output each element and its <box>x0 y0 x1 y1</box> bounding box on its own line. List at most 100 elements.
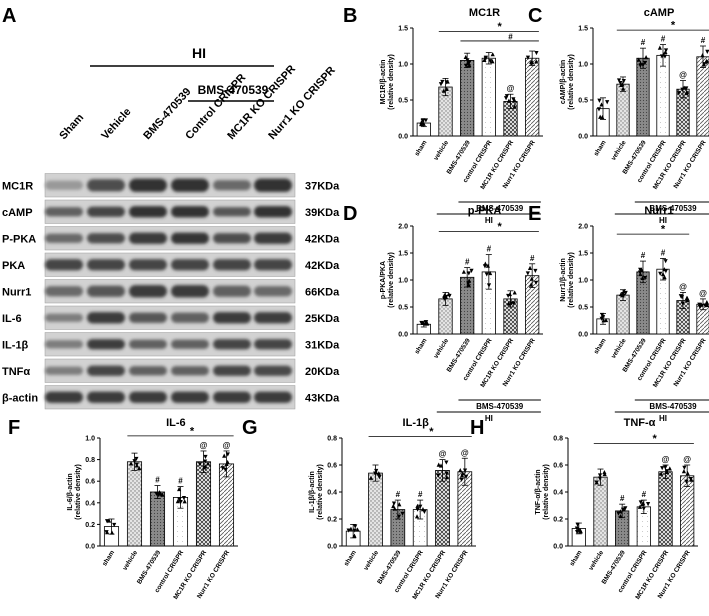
y-tick-label: 1.5 <box>398 251 408 258</box>
y-axis-label-line: (relative density) <box>568 252 575 308</box>
blot-band <box>254 232 292 244</box>
blot-band <box>87 339 125 350</box>
y-tick-label: 0.5 <box>578 305 588 312</box>
data-point <box>444 471 449 476</box>
data-point <box>177 486 182 492</box>
blot-row-0: MC1R 37KDa <box>2 173 340 198</box>
category-label: sham <box>414 337 429 355</box>
data-point <box>462 468 468 473</box>
bms-bracket-label: BMS-470539 <box>649 204 697 213</box>
blot-band <box>171 285 209 298</box>
data-point <box>104 530 109 535</box>
y-axis-label: p-PKA/PKA(relative density) <box>380 252 395 308</box>
data-point <box>664 469 670 474</box>
y-tick-label: 0.4 <box>327 490 337 497</box>
y-tick-label: 0.0 <box>398 332 408 339</box>
y-axis-label: IL-1β/β-actin(relative density) <box>309 464 324 520</box>
data-point <box>222 453 227 458</box>
data-point <box>534 50 539 56</box>
data-point <box>355 527 360 532</box>
significance-mark: # <box>155 476 160 485</box>
kda-label: 66KDa <box>305 286 340 298</box>
blot-band <box>171 366 209 376</box>
data-point <box>352 528 357 533</box>
data-point <box>465 58 470 63</box>
hi-bracket-label: HI <box>485 216 493 225</box>
data-point <box>154 491 159 496</box>
blot-band <box>45 259 83 271</box>
data-point <box>684 86 689 91</box>
data-point <box>490 52 495 57</box>
data-point <box>658 471 664 476</box>
bar-mc1r-ko-crispr <box>435 470 450 547</box>
data-point <box>506 98 511 103</box>
panel-letter: E <box>528 203 541 225</box>
data-point <box>660 271 666 277</box>
blot-band <box>213 391 251 403</box>
blot-band <box>87 233 125 244</box>
kda-label: 25KDa <box>305 313 340 325</box>
category-label: vehicle <box>433 337 451 360</box>
data-point <box>459 477 464 482</box>
y-axis-label: MC1R/β-actin(relative density) <box>380 54 395 110</box>
data-point <box>419 120 424 125</box>
data-point <box>436 462 441 467</box>
data-point <box>112 522 117 528</box>
significance-mark: @ <box>461 448 469 457</box>
data-point <box>704 58 709 63</box>
data-point <box>421 118 426 123</box>
data-point <box>178 499 183 505</box>
y-axis-label-line: MC1R/β-actin <box>380 60 387 105</box>
significance-mark: # <box>701 36 706 45</box>
significance-mark: # <box>642 490 647 499</box>
y-tick-label: 0.4 <box>85 500 95 507</box>
hi-bracket-label: HI <box>485 414 493 423</box>
data-point <box>159 493 164 498</box>
data-point <box>422 509 427 515</box>
y-tick-label: 1.0 <box>578 62 588 69</box>
data-point <box>223 467 228 472</box>
data-point <box>605 100 610 105</box>
data-point <box>353 524 358 529</box>
bar-vehicle <box>368 472 383 547</box>
y-axis-label: IL-6/β-actin(relative density) <box>67 464 82 520</box>
bar-vehicle <box>593 476 608 547</box>
band-name: P-PKA <box>2 233 36 245</box>
data-point <box>663 48 669 53</box>
blot-band <box>87 179 125 192</box>
data-point <box>676 91 681 96</box>
data-point <box>466 281 471 286</box>
blot-row-6: IL-1β 31KDa <box>2 332 340 357</box>
data-point <box>578 528 583 533</box>
bar-bms-470539 <box>149 491 166 547</box>
data-point <box>415 503 420 508</box>
data-point <box>220 466 225 471</box>
y-tick-label: 0.6 <box>553 463 563 470</box>
bms-bracket-label: BMS-470539 <box>649 402 697 411</box>
data-point <box>466 271 471 276</box>
bar-bms-470539 <box>636 57 650 137</box>
data-point <box>641 501 646 506</box>
data-point <box>663 49 668 55</box>
lane-label: Sham <box>57 112 86 142</box>
data-point <box>464 474 469 479</box>
data-point <box>177 497 182 502</box>
data-point <box>488 270 493 276</box>
data-point <box>575 522 580 527</box>
y-axis-label-line: Nurr1/β-actin <box>560 258 567 302</box>
data-point <box>697 302 702 307</box>
band-name: MC1R <box>2 180 33 192</box>
blot-band <box>45 313 83 322</box>
category-label: vehicle <box>610 337 628 360</box>
blot-row-5: IL-6 25KDa <box>2 305 340 330</box>
data-point <box>175 499 180 504</box>
data-point <box>469 268 474 273</box>
data-point <box>702 62 707 67</box>
significance-mark: # <box>465 258 470 267</box>
bar-bms-470539 <box>460 60 475 137</box>
data-point <box>374 468 379 474</box>
data-point <box>203 464 208 469</box>
y-tick-label: 0.2 <box>327 517 337 524</box>
